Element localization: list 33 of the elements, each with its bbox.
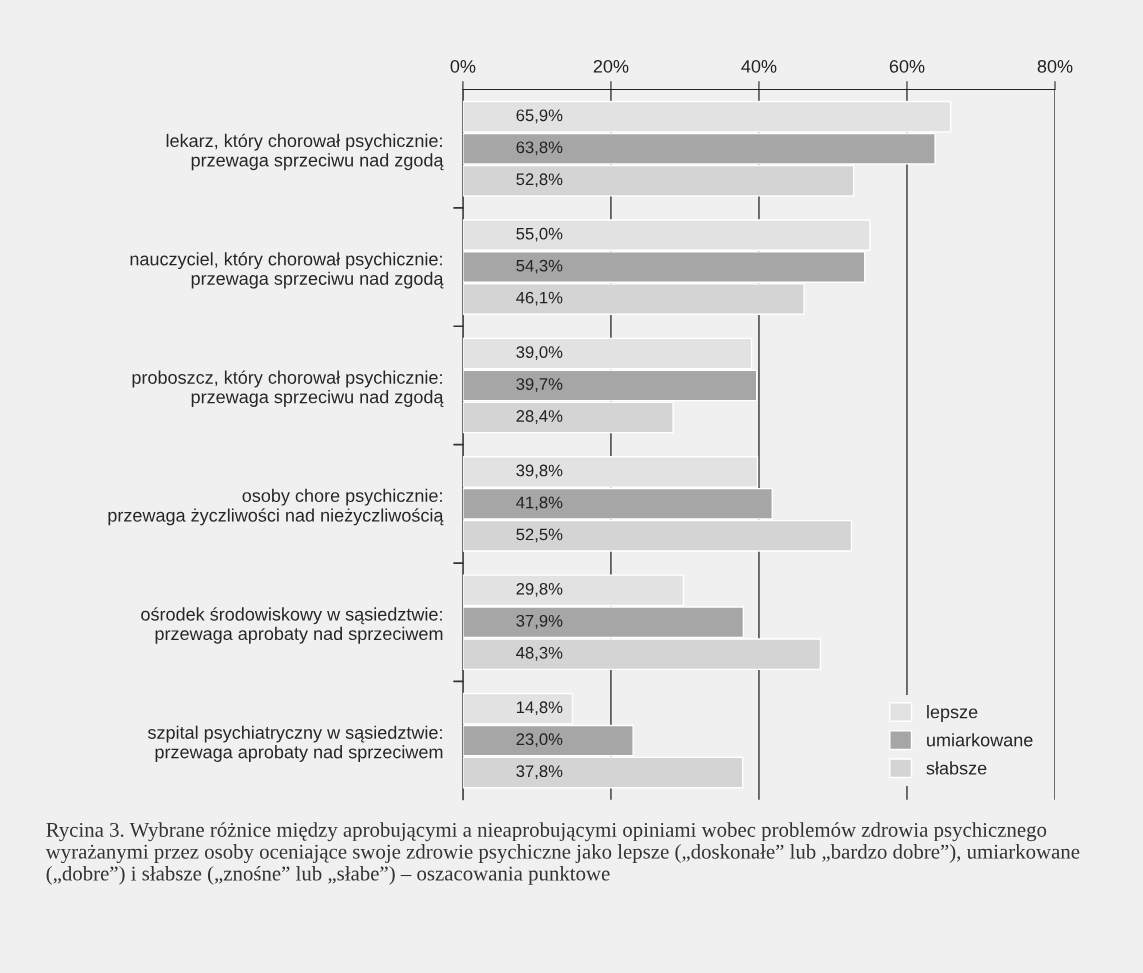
data-label: 39,0% bbox=[516, 346, 563, 360]
data-label: 54,3% bbox=[516, 259, 563, 274]
text: Rycina 3. Wybrane różnice między aprobującymi a nieaprobującymi opiniami wobec problemów zdrowia psychicznego wyrażanymi przez osoby oceniające swoje zdrowie psychiczne jako lepsze („doskonałe” lub „bardzo dobre”), umiarkowane („dobre”) i słabsze („znośne” lub „słabe”) – oszacowania punktowe bbox=[45, 822, 1080, 885]
data-label: 55,0% bbox=[516, 227, 563, 242]
data-label: 48,3% bbox=[516, 646, 563, 661]
data-label: 52,8% bbox=[516, 173, 563, 188]
x-tick-label: 80% bbox=[1037, 59, 1073, 73]
data-label: 63,8% bbox=[516, 141, 563, 156]
data-label: 46,1% bbox=[516, 291, 563, 306]
data-label: 23,0% bbox=[516, 733, 563, 748]
legend-label: umiarkowane bbox=[927, 733, 1033, 747]
y-tick-label: szpital psychiatryczny w sąsiedztwie: przewaga aprobaty nad sprzeciwem bbox=[147, 725, 443, 762]
data-label: 28,4% bbox=[516, 410, 563, 424]
data-label: 65,9% bbox=[516, 109, 563, 124]
y-tick-label: ośrodek środowiskowy w sąsiedztwie: przewaga aprobaty nad sprzeciwem bbox=[141, 607, 443, 644]
y-tick-label: lekarz, który chorował psychicznie: przewaga sprzeciwu nad zgodą bbox=[166, 133, 444, 171]
y-tick-label: nauczyciel, który chorował psychicznie: przewaga sprzeciwu nad zgodą bbox=[130, 252, 444, 289]
x-tick-label: 0% bbox=[450, 59, 476, 73]
data-label: 37,8% bbox=[516, 765, 563, 780]
data-label: 29,8% bbox=[516, 582, 563, 597]
x-tick-label: 60% bbox=[889, 59, 925, 73]
y-tick-label: proboszcz, który chorował psychicznie: przewaga sprzeciwu nad zgodą bbox=[132, 370, 444, 407]
legend-label: lepsze bbox=[927, 705, 978, 722]
data-label: 14,8% bbox=[516, 701, 563, 716]
y-tick-label: osoby chore psychicznie: przewaga życzliwości nad nieżyczliwością bbox=[108, 488, 444, 526]
x-tick-label: 40% bbox=[741, 59, 777, 73]
data-label: 41,8% bbox=[516, 496, 563, 511]
data-label: 37,9% bbox=[516, 614, 563, 629]
data-label: 52,5% bbox=[516, 528, 563, 543]
x-tick-label: 20% bbox=[593, 59, 629, 73]
data-label: 39,8% bbox=[516, 464, 563, 479]
data-label: 39,7% bbox=[516, 378, 563, 392]
legend-label: słabsze bbox=[926, 761, 987, 775]
